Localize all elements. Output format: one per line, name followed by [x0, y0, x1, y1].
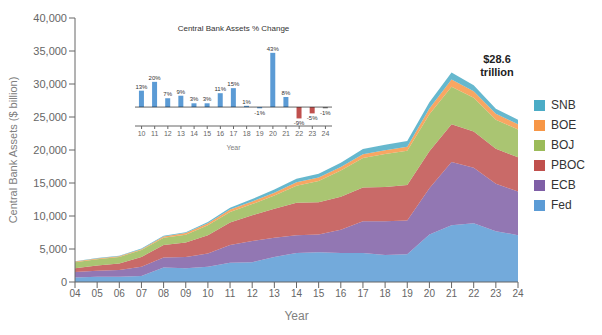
svg-text:20: 20: [424, 288, 436, 299]
svg-text:35,000: 35,000: [33, 45, 67, 57]
svg-text:20: 20: [269, 130, 277, 137]
svg-text:5,000: 5,000: [39, 243, 67, 255]
svg-text:3%: 3%: [190, 96, 199, 102]
svg-text:17: 17: [357, 288, 369, 299]
svg-text:16: 16: [216, 130, 224, 137]
svg-text:17: 17: [230, 130, 238, 137]
svg-text:13: 13: [177, 130, 185, 137]
svg-text:-9%: -9%: [294, 120, 305, 126]
svg-text:-5%: -5%: [307, 115, 318, 121]
svg-text:10,000: 10,000: [33, 210, 67, 222]
svg-text:30,000: 30,000: [33, 78, 67, 90]
svg-text:22: 22: [295, 130, 303, 137]
svg-text:05: 05: [92, 288, 104, 299]
svg-text:Year: Year: [284, 309, 308, 323]
svg-text:Year: Year: [226, 144, 241, 150]
svg-text:20,000: 20,000: [33, 144, 67, 156]
svg-text:16: 16: [335, 288, 347, 299]
html-text:Central Bank Assets % Change: Central Bank Assets % Change: [177, 24, 290, 33]
html-text:ECB: ECB: [551, 178, 576, 192]
html-text:$28.6 trillion: $28.6 trillion: [480, 53, 514, 78]
svg-text:11: 11: [225, 288, 236, 299]
svg-text:8%: 8%: [282, 90, 291, 96]
svg-text:22: 22: [468, 288, 480, 299]
html-text:BOE: BOE: [551, 118, 577, 132]
svg-text:9%: 9%: [177, 89, 186, 95]
svg-text:3%: 3%: [203, 96, 212, 102]
svg-text:14: 14: [190, 130, 198, 137]
svg-text:19: 19: [256, 130, 264, 137]
html-text:SNB: SNB: [551, 98, 576, 112]
svg-text:20%: 20%: [149, 75, 162, 81]
svg-text:25,000: 25,000: [33, 111, 67, 123]
svg-text:Central Bank Assets ($ billion: Central Bank Assets ($ billion): [8, 77, 19, 224]
svg-text:7%: 7%: [163, 91, 172, 97]
svg-text:14: 14: [291, 288, 303, 299]
html-text:BOJ: BOJ: [551, 138, 575, 152]
svg-text:12: 12: [247, 288, 259, 299]
html-text:Fed: Fed: [551, 198, 572, 212]
svg-text:24: 24: [322, 130, 330, 137]
svg-text:12: 12: [164, 130, 172, 137]
svg-text:-1%: -1%: [254, 110, 265, 116]
svg-text:43%: 43%: [267, 46, 280, 52]
svg-text:21: 21: [282, 130, 290, 137]
svg-text:1%: 1%: [242, 99, 251, 105]
svg-text:10: 10: [138, 130, 146, 137]
svg-text:15%: 15%: [227, 81, 240, 87]
svg-text:04: 04: [69, 288, 81, 299]
svg-text:10: 10: [202, 288, 214, 299]
svg-text:23: 23: [308, 130, 316, 137]
svg-text:07: 07: [136, 288, 148, 299]
svg-text:-1%: -1%: [320, 110, 331, 116]
svg-text:18: 18: [380, 288, 392, 299]
svg-text:40,000: 40,000: [33, 12, 67, 24]
svg-text:13: 13: [269, 288, 281, 299]
svg-text:21: 21: [446, 288, 458, 299]
svg-text:15: 15: [313, 288, 325, 299]
svg-text:18: 18: [243, 130, 251, 137]
svg-text:0: 0: [61, 276, 67, 288]
svg-text:11: 11: [151, 130, 158, 137]
svg-text:15: 15: [203, 130, 211, 137]
svg-text:13%: 13%: [135, 84, 148, 90]
svg-text:09: 09: [180, 288, 192, 299]
svg-text:15,000: 15,000: [33, 177, 67, 189]
html-text:PBOC: PBOC: [551, 158, 585, 172]
svg-text:23: 23: [490, 288, 502, 299]
svg-text:19: 19: [402, 288, 414, 299]
svg-text:06: 06: [114, 288, 126, 299]
svg-text:11%: 11%: [214, 86, 226, 92]
svg-text:24: 24: [512, 288, 524, 299]
svg-text:08: 08: [158, 288, 170, 299]
